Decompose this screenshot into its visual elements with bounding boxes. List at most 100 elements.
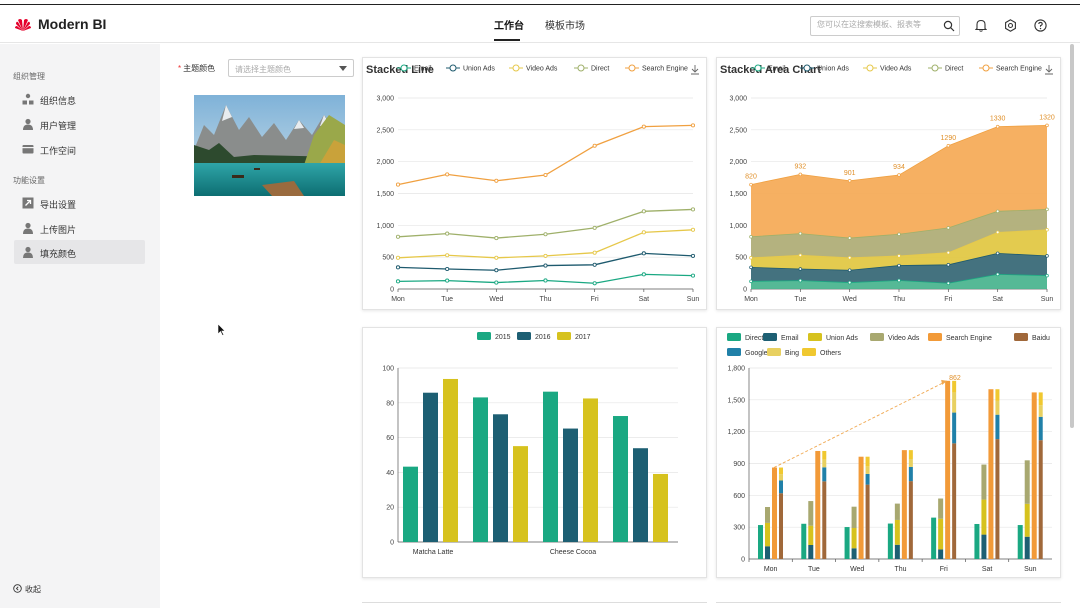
- bar-baidu-mon: [779, 493, 783, 559]
- series-area-direct: [751, 209, 1047, 258]
- data-point: [798, 253, 803, 258]
- bar-2017-matcha-latte: [443, 378, 458, 542]
- legend-label: Google: [745, 350, 768, 357]
- data-point: [749, 279, 753, 284]
- y-tick-label: 80: [386, 400, 394, 407]
- data-point: [690, 273, 696, 278]
- data-point: [749, 265, 753, 270]
- data-point: [543, 278, 548, 283]
- data-point: [946, 281, 951, 286]
- data-label: 932: [794, 163, 806, 170]
- search-icon[interactable]: [943, 20, 955, 32]
- tab-workbench[interactable]: 工作台: [494, 21, 524, 32]
- notification-bell-icon[interactable]: [975, 19, 987, 32]
- data-point: [1045, 228, 1049, 232]
- data-point: [749, 235, 753, 239]
- tab-template-market[interactable]: 模板市场: [545, 21, 585, 32]
- active-tab-indicator: [494, 39, 520, 41]
- legend-marker: [866, 64, 874, 72]
- search-input[interactable]: [817, 20, 935, 29]
- stacked-area-card: Stacked Area Chart Email Union Ads Video Ad…: [716, 57, 1061, 310]
- y-tick-label: 0: [390, 287, 394, 294]
- stacked-bar-card: Direct Email Union Ads Video Ads Search Engi…: [716, 327, 1061, 578]
- data-point: [1045, 254, 1049, 258]
- legend-swatch: [808, 333, 822, 341]
- help-icon[interactable]: [1034, 19, 1047, 32]
- legend-swatch: [1014, 333, 1028, 341]
- bar-email-thu: [894, 544, 900, 559]
- search-box[interactable]: [810, 16, 960, 36]
- sidebar-item-label: 组织信息: [40, 96, 77, 106]
- collapse-sidebar-button[interactable]: 收起: [13, 584, 41, 595]
- sidebar-item-upload-image[interactable]: 上传图片: [14, 216, 145, 240]
- settings-gear-icon[interactable]: [1004, 19, 1017, 32]
- sidebar-item-fill-color[interactable]: 填充颜色: [14, 240, 145, 264]
- bar-search-engine-tue: [815, 450, 821, 559]
- bar-2017-walnut-brownie: [653, 473, 668, 542]
- bar-search-engine-sun: [1031, 392, 1037, 559]
- sidebar-item-export-settings[interactable]: 导出设置: [14, 191, 145, 215]
- x-tick-label: Wed: [850, 566, 864, 573]
- sidebar-item-label: 工作空间: [40, 146, 77, 156]
- bar-bing-tue: [822, 459, 827, 468]
- bar-union-ads-sat: [981, 499, 987, 535]
- data-point: [897, 232, 901, 236]
- data-point: [995, 272, 1000, 277]
- legend-marker: [803, 64, 811, 72]
- bar-video-ads-tue: [808, 501, 814, 526]
- mark-line-arrow: [941, 379, 948, 385]
- y-tick-label: 1,000: [376, 223, 394, 230]
- data-point: [897, 263, 901, 268]
- bar-union-ads-thu: [894, 519, 900, 545]
- legend-label: Video Ads: [888, 335, 920, 342]
- data-point: [897, 254, 901, 258]
- page-scrollbar[interactable]: [1070, 44, 1074, 428]
- bar-email-sat: [981, 534, 987, 559]
- data-point: [995, 230, 1000, 235]
- sidebar-item-user-management[interactable]: 用户管理: [14, 112, 145, 136]
- bar-bing-mon: [779, 474, 783, 481]
- y-tick-label: 1,200: [727, 429, 745, 436]
- theme-color-select[interactable]: 请选择主题颜色: [228, 59, 354, 77]
- x-tick-label: Tue: [794, 296, 806, 303]
- bar-bing-sat: [995, 400, 1000, 415]
- x-tick-label: Sat: [992, 296, 1003, 303]
- y-tick-label: 2,500: [376, 127, 394, 134]
- x-tick-label: Fri: [944, 296, 953, 303]
- bar-google-sat: [995, 414, 1000, 440]
- mouse-cursor-icon: [218, 324, 226, 336]
- data-point: [690, 253, 696, 258]
- legend-label: Direct: [945, 66, 963, 73]
- data-point: [1045, 123, 1049, 128]
- data-point: [946, 143, 951, 148]
- bar-2016-cheese-cocoa: [563, 428, 578, 542]
- data-point: [897, 173, 901, 177]
- y-tick-label: 2,000: [729, 159, 747, 166]
- chart-title: Stacked Line: [366, 64, 434, 76]
- bar-union-ads-sun: [1024, 503, 1030, 537]
- sidebar: 组织管理 组织信息 用户管理 工作空间 功能设置 导出设置 上传图片 填充颜色 …: [0, 44, 160, 608]
- bar-video-ads-wed: [851, 506, 857, 529]
- sidebar-item-org-info[interactable]: 组织信息: [14, 87, 145, 111]
- bar-2015-walnut-brownie: [613, 416, 628, 542]
- data-point: [445, 172, 450, 177]
- mark-line-label: 862: [949, 375, 961, 382]
- bar-bing-fri: [952, 392, 957, 413]
- bar-google-mon: [779, 480, 783, 494]
- bar-google-fri: [952, 412, 957, 444]
- data-point: [749, 256, 753, 260]
- sidebar-item-workspace[interactable]: 工作空间: [14, 137, 145, 161]
- bar-others-thu: [908, 450, 913, 460]
- bar-bing-wed: [865, 466, 870, 474]
- app-title: Modern BI: [38, 16, 107, 32]
- x-tick-label: Cheese Cocoa: [550, 549, 596, 556]
- legend-label: 2016: [535, 334, 551, 341]
- data-point: [847, 268, 852, 272]
- legend-swatch: [928, 333, 942, 341]
- data-point: [847, 236, 852, 240]
- y-tick-label: 3,000: [376, 96, 394, 103]
- data-point: [592, 225, 597, 230]
- data-point: [798, 278, 803, 283]
- bar-search-engine-mon: [772, 467, 777, 559]
